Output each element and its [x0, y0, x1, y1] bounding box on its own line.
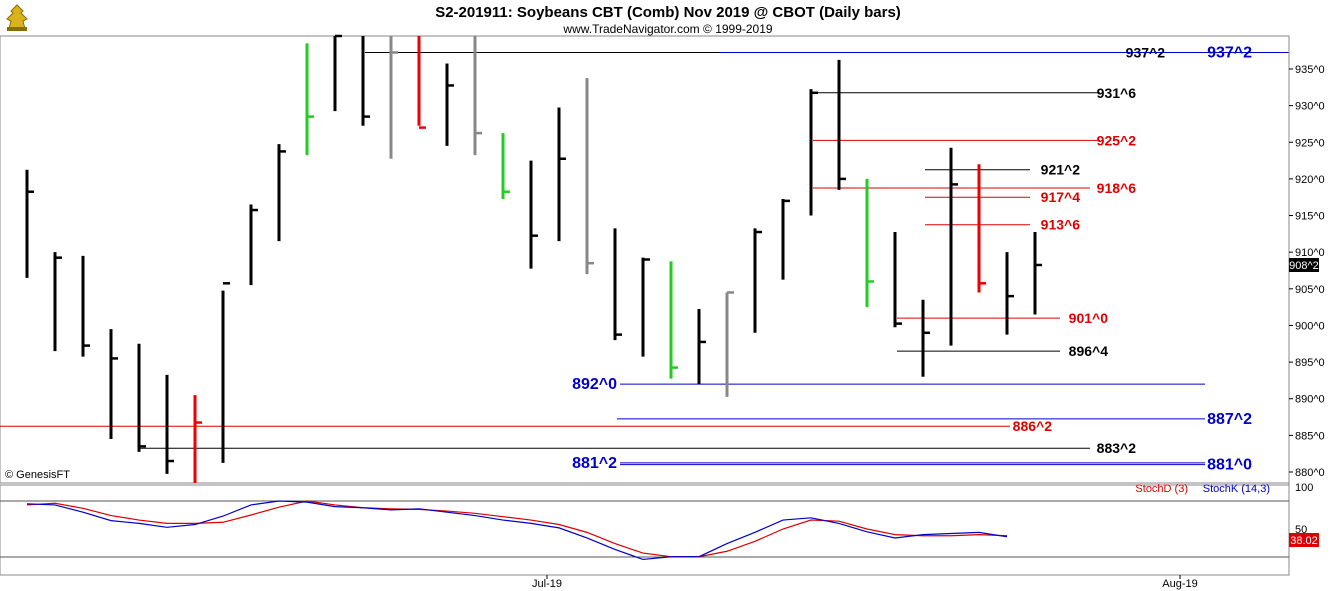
watermark: © GenesisFT: [5, 469, 70, 481]
price-tick-label: 905^0: [1295, 284, 1325, 296]
price-tick-label: 920^0: [1295, 174, 1325, 186]
stoch-tick-100: 100: [1295, 482, 1313, 494]
level-label: 913^6: [1041, 217, 1081, 233]
level-label: 921^2: [1041, 162, 1081, 178]
price-tick-label: 935^0: [1295, 64, 1325, 76]
level-label: 881^0: [1207, 457, 1252, 474]
legend-stochk: StochK (14,3): [1203, 483, 1270, 495]
level-label: 931^6: [1097, 85, 1137, 101]
price-axis: 880^0 885^0 890^0 895^0 900^0 905^0 910^0 915^0…: [1288, 36, 1325, 575]
price-tick-label: 890^0: [1295, 394, 1325, 406]
price-ticks: 880^0 885^0 890^0 895^0 900^0 905^0 910^0 915^0…: [1289, 64, 1325, 479]
chart-title: S2-201911: Soybeans CBT (Comb) Nov 2019 …: [435, 4, 901, 21]
time-axis: Jul-19 Aug-19: [0, 574, 1289, 590]
level-label: 892^0: [572, 376, 617, 393]
levels-layer: 937^2 937^2931^6925^2921^2918^6917^4913^6…: [0, 44, 1289, 474]
price-tick-label: 925^0: [1295, 137, 1325, 149]
x-label-jul: Jul-19: [532, 578, 562, 590]
stoch-last-label: 38.02: [1290, 535, 1318, 547]
level-label: 881^2: [572, 455, 617, 472]
bars-layer: [25, 34, 1042, 483]
level-label: 917^4: [1041, 189, 1081, 205]
price-tick-label: 915^0: [1295, 211, 1325, 223]
main-price-pane: 937^2 937^2931^6925^2921^2918^6917^4913^6…: [0, 34, 1290, 484]
stochastic-pane: StochD (3) StochK (14,3) 100 50 38.02: [0, 482, 1319, 576]
level-label: 887^2: [1207, 411, 1252, 428]
stoch-last-box: [1289, 533, 1319, 547]
level-label: 886^2: [1013, 418, 1053, 434]
stochd-series: [26, 500, 1008, 558]
price-tick-label: 900^0: [1295, 320, 1325, 332]
logo-icon: [6, 4, 28, 31]
level-label: 883^2: [1097, 440, 1137, 456]
price-tick-label: 895^0: [1295, 357, 1325, 369]
stochk-series: [26, 500, 1008, 561]
level-label: 918^6: [1097, 180, 1137, 196]
title-block: S2-201911: Soybeans CBT (Comb) Nov 2019 …: [435, 4, 901, 36]
chart-subtitle: www.TradeNavigator.com © 1999-2019: [562, 22, 772, 36]
last-price-box: [1289, 257, 1319, 272]
level-label: 937^2: [1207, 44, 1252, 61]
legend-stochd: StochD (3): [1135, 483, 1188, 495]
level-label: 896^4: [1069, 343, 1109, 359]
x-label-aug: Aug-19: [1162, 578, 1197, 590]
level-label: 901^0: [1069, 310, 1109, 326]
price-tick-label: 880^0: [1295, 467, 1325, 479]
level-label: 925^2: [1097, 132, 1137, 148]
price-tick-label: 910^0: [1295, 247, 1325, 259]
last-price-marker: 908^2: [1289, 257, 1319, 272]
price-tick-label: 885^0: [1295, 430, 1325, 442]
last-price-label: 908^2: [1289, 260, 1319, 272]
price-tick-label: 930^0: [1295, 101, 1325, 113]
